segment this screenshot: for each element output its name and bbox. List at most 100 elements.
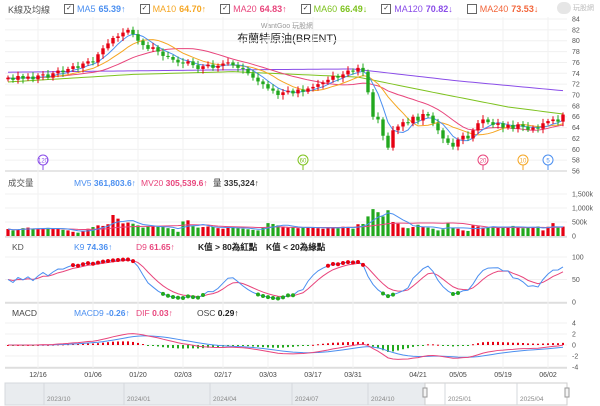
volume-bar (536, 226, 540, 236)
ma-toggle-ma60[interactable]: ✓ MA60 66.49↓ (300, 4, 367, 14)
candle-body (371, 92, 375, 117)
ma-toggle-ma240[interactable]: MA240 73.53↓ (466, 4, 539, 14)
volume-bar (166, 228, 170, 236)
candle-body (336, 76, 340, 78)
ma-value: 73.53↓ (511, 4, 539, 14)
osc-bar (522, 342, 524, 345)
ma-toggle-ma20[interactable]: ✓ MA20 64.83↑ (220, 4, 287, 14)
volume-bar (286, 227, 290, 236)
candle-body (466, 135, 470, 139)
volume-bar (121, 223, 125, 236)
candle-body (26, 76, 30, 79)
candle-body (551, 119, 555, 122)
price-tick-label: 82 (572, 27, 580, 34)
ma60-line (7, 71, 564, 115)
candle-body (476, 123, 480, 131)
navigator-label: 2025/01 (448, 396, 472, 403)
osc-bar (182, 345, 184, 349)
osc-bar (132, 341, 134, 345)
kd-oversold-dot (261, 294, 265, 299)
checkbox[interactable] (466, 4, 477, 14)
candle-body (51, 73, 55, 78)
navigator-handle[interactable] (422, 387, 428, 398)
macd-tick-label: -2 (572, 354, 578, 361)
navigator-selected-range (424, 382, 568, 406)
kd-overbought-dot (81, 262, 85, 267)
candle-body (221, 63, 225, 66)
osc-bar (382, 345, 384, 351)
candle-body (391, 130, 395, 148)
volume-bar (396, 223, 400, 236)
candle-body (16, 76, 20, 80)
checkbox[interactable]: ✓ (64, 4, 75, 14)
candle-body (516, 124, 520, 129)
osc-bar (122, 341, 124, 345)
d9-legend: D9 61.65↑ (136, 242, 175, 252)
navigator-label: 2024/04 (213, 396, 237, 403)
volume-bar (331, 227, 335, 236)
candle-body (361, 67, 365, 72)
volume-bar (146, 226, 150, 236)
macd-tick-label: 4 (572, 321, 576, 328)
volume-bar (96, 225, 100, 236)
volume-bar (231, 227, 235, 236)
ma20-line (7, 48, 564, 131)
ma-marker-label: 60 (300, 159, 307, 165)
osc-bar (187, 345, 189, 349)
candle-body (231, 62, 235, 66)
navigator-handle[interactable] (564, 387, 570, 398)
kd-note-red: K值 > 80為紅點 (198, 242, 258, 252)
date-tick-label: 03/03 (259, 372, 277, 379)
candle-body (421, 114, 425, 121)
candle-body (116, 36, 120, 39)
candle-body (11, 77, 15, 80)
candle-body (166, 55, 170, 58)
kd-overbought-dot (96, 260, 100, 265)
volume-bar (241, 228, 245, 236)
kd-oversold-dot (451, 292, 455, 297)
volume-bar (491, 226, 495, 236)
checkbox[interactable]: ✓ (300, 4, 311, 14)
candle-body (76, 66, 80, 68)
osc-legend: OSC 0.29↑ (197, 308, 239, 318)
volume-bar (46, 227, 50, 236)
volume-bar (421, 227, 425, 236)
ma-label: MA60 (313, 4, 338, 14)
osc-bar (492, 341, 494, 345)
volume-bar (141, 227, 145, 236)
ma-toggle-ma10[interactable]: ✓ MA10 64.70↑ (139, 4, 206, 14)
checkbox[interactable]: ✓ (381, 4, 392, 14)
volume-bar (376, 212, 380, 236)
checkbox[interactable]: ✓ (220, 4, 231, 14)
d9-line (7, 259, 564, 298)
volume-value-legend: 量 335,324↑ (213, 178, 259, 188)
date-tick-label: 03/17 (304, 372, 322, 379)
volume-bar (356, 224, 360, 236)
candle-body (511, 124, 515, 129)
osc-bar (532, 343, 534, 345)
ma-toggle-ma5[interactable]: ✓ MA5 65.39↑ (64, 4, 126, 14)
osc-bar (242, 345, 244, 346)
osc-bar (542, 343, 544, 345)
osc-bar (207, 345, 209, 348)
volume-title: 成交量 (8, 178, 34, 188)
k9-line (7, 258, 564, 299)
volume-bar (71, 231, 75, 236)
candle-body (441, 130, 445, 139)
candle-body (56, 70, 60, 74)
kd-oversold-dot (176, 295, 180, 300)
osc-bar (252, 345, 254, 347)
osc-bar (247, 345, 249, 347)
price-tick-label: 66 (572, 114, 580, 121)
mv20-legend: MV20 305,539.6↑ (141, 178, 208, 188)
volume-bar (81, 230, 85, 236)
price-tick-label: 56 (572, 169, 580, 176)
volume-bar (466, 230, 470, 236)
kd-overbought-dot (331, 262, 335, 267)
checkbox[interactable]: ✓ (139, 4, 150, 14)
ma-toggle-ma120[interactable]: ✓ MA120 70.82↓ (381, 4, 453, 14)
osc-bar (527, 343, 529, 345)
volume-tick-label: 1,500k (572, 192, 594, 199)
osc-bar (387, 345, 389, 352)
